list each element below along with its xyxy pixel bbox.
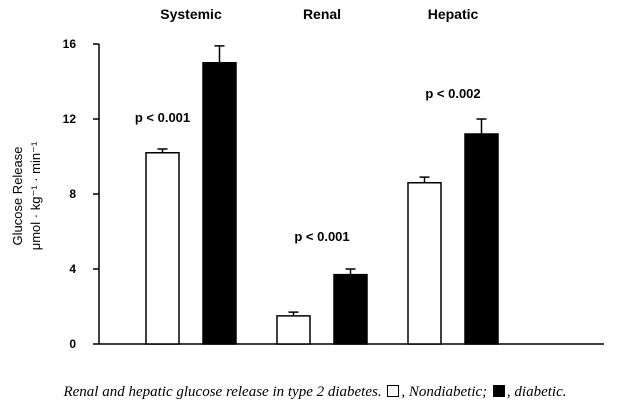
y-tick-label: 0 — [69, 337, 76, 351]
bars — [145, 45, 499, 345]
p-value-annotation: p < 0.001 — [135, 110, 190, 125]
p-value-annotation: p < 0.002 — [425, 86, 480, 101]
category-label: Systemic — [160, 6, 222, 22]
caption-text: Renal and hepatic glucose release in typ… — [63, 384, 382, 400]
bar-diabetic — [202, 62, 237, 345]
bar-nondiabetic — [407, 182, 442, 345]
y-tick-label: 12 — [63, 112, 77, 126]
bar-diabetic — [464, 133, 499, 345]
diabetic-legend-swatch — [492, 385, 505, 397]
axes: 0 4 8 12 16 Systemic p < 0.001 Renal p < 0.001 He… — [63, 6, 604, 351]
category-label: Renal — [303, 6, 341, 22]
nondiabetic-legend-swatch — [387, 385, 400, 397]
bar-diabetic — [333, 273, 368, 345]
y-tick-label: 16 — [63, 37, 77, 51]
figure-caption: Renal and hepatic glucose release in typ… — [0, 384, 630, 401]
y-tick-label: 4 — [69, 262, 76, 276]
caption-diabetic: , diabetic. — [506, 384, 567, 400]
category-label: Hepatic — [428, 6, 479, 22]
p-value-annotation: p < 0.001 — [294, 229, 349, 244]
bar-nondiabetic — [276, 315, 311, 345]
caption-nondiabetic: , Nondiabetic; — [401, 384, 488, 400]
bar-chart: 0 4 8 12 16 Systemic p < 0.001 Renal p < 0.001 He… — [10, 6, 604, 351]
y-axis-label-line1: Glucose Release — [10, 147, 25, 246]
y-axis-label-line2: μmol · kg⁻¹ · min⁻¹ — [28, 141, 43, 250]
bar-nondiabetic — [145, 152, 180, 345]
y-tick-label: 8 — [69, 187, 76, 201]
